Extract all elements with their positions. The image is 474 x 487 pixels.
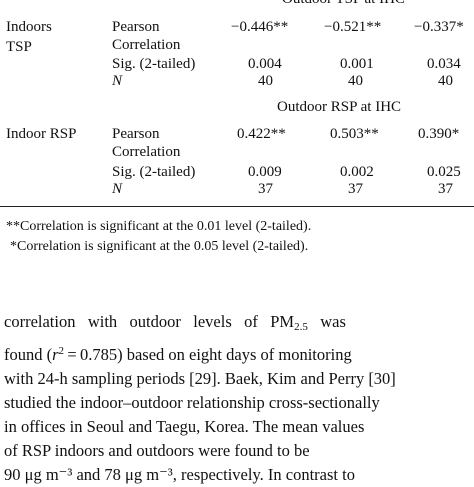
- body-paragraph: correlation with outdoor levels of PM2.5…: [4, 310, 470, 487]
- table-cell: 40: [348, 73, 363, 89]
- row-label-pearson: Pearson: [112, 19, 160, 35]
- table-cell: 40: [258, 73, 273, 89]
- table-footnote: *Correlation is significant at the 0.05 …: [10, 239, 309, 254]
- table-cell: 0.503**: [330, 126, 379, 142]
- table-cell: 0.009: [248, 164, 282, 180]
- row-label-sig: Sig. (2-tailed): [112, 164, 196, 180]
- table-cell: 0.025: [427, 164, 461, 180]
- group-label-indoor-rsp: Indoor RSP: [6, 126, 77, 142]
- table-cell: −0.337*: [414, 19, 464, 35]
- table-header-outdoor-tsp: Outdoor TSP at IHC: [282, 0, 405, 8]
- text-line: 90 μg m⁻³ and 78 μg m⁻³, respectively. I…: [4, 465, 355, 484]
- table-cell: 37: [348, 181, 363, 197]
- table-cell: 0.034: [427, 56, 461, 72]
- table-cell: 37: [438, 181, 453, 197]
- group-label-indoors-line2: TSP: [6, 39, 32, 55]
- text-line: found (r2 = 0.785) based on eight days o…: [4, 345, 352, 364]
- table-cell: −0.446**: [231, 19, 289, 35]
- table-cell: 0.002: [340, 164, 374, 180]
- table-bottom-rule: [0, 206, 474, 207]
- text-line: studied the indoor–outdoor relationship …: [4, 393, 380, 412]
- text-line: correlation with outdoor levels of PM2.5…: [4, 312, 346, 333]
- row-label-correlation: Correlation: [112, 37, 181, 53]
- table-cell: 0.001: [340, 56, 374, 72]
- row-label-n: N: [112, 181, 123, 197]
- row-label-sig: Sig. (2-tailed): [112, 56, 196, 72]
- text-line: of RSP indoors and outdoors were found t…: [4, 441, 310, 460]
- table-cell: −0.521**: [324, 19, 382, 35]
- table-cell: 0.390*: [418, 126, 460, 142]
- table-footnote: **Correlation is significant at the 0.01…: [6, 219, 312, 234]
- text-line: in offices in Seoul and Taegu, Korea. Th…: [4, 417, 365, 436]
- table-cell: 0.422**: [237, 126, 286, 142]
- table-cell: 37: [258, 181, 273, 197]
- row-label-pearson: Pearson: [112, 126, 160, 142]
- row-label-correlation: Correlation: [112, 144, 181, 160]
- group-label-indoors-line1: Indoors: [6, 19, 52, 35]
- text-line: with 24-h sampling periods [29]. Baek, K…: [4, 369, 396, 388]
- table-header-outdoor-rsp: Outdoor RSP at IHC: [277, 99, 402, 115]
- row-label-n: N: [112, 73, 123, 89]
- table-cell: 40: [438, 73, 453, 89]
- table-cell: 0.004: [248, 56, 282, 72]
